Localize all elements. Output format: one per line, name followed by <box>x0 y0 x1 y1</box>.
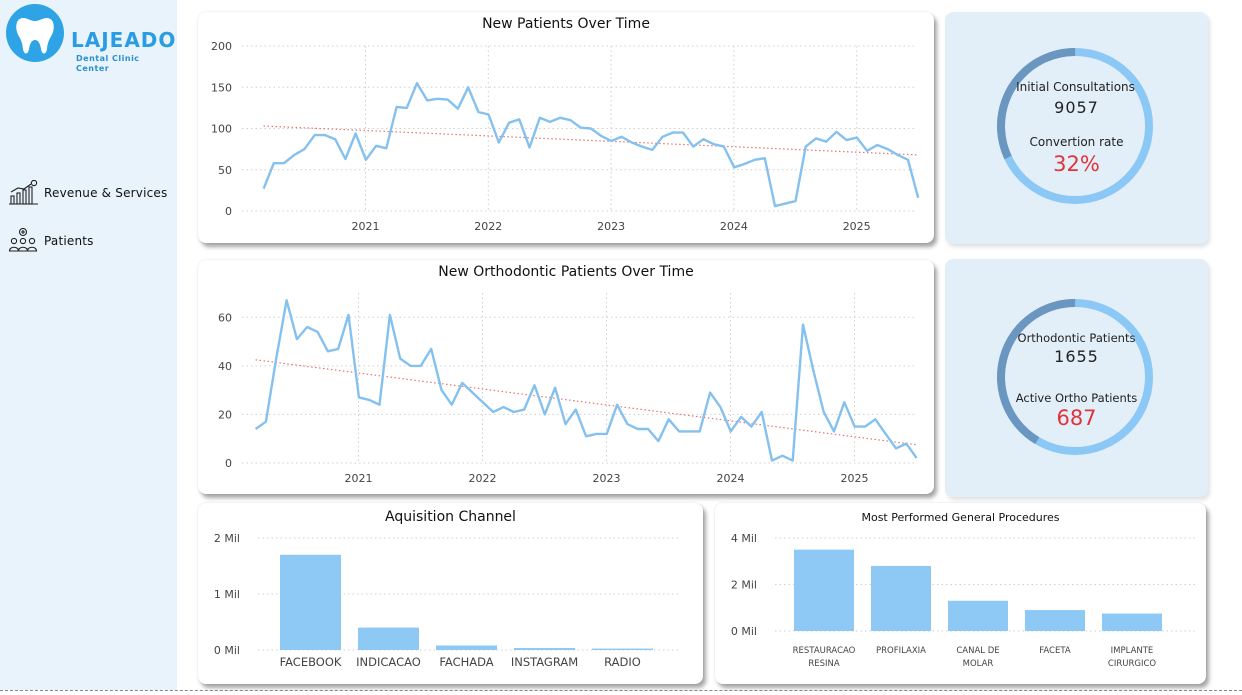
x-category-label: INDICACAO <box>356 655 421 669</box>
series-line <box>254 299 918 462</box>
conversion-donut-ring <box>997 48 1153 204</box>
trend-line <box>255 359 917 446</box>
brand-name: LAJEADO <box>71 28 177 52</box>
ortho-patients-label: Orthodontic Patients <box>1017 331 1136 345</box>
brand-logo[interactable]: LAJEADO Dental Clinic Center <box>6 4 177 73</box>
new-ortho-patients-line-chart: 0 20 40 60 2021 2022 2023 2024 2025 <box>218 293 918 485</box>
x-category-label: RADIO <box>604 655 641 669</box>
x-category-label: RESTAURACAO <box>793 646 856 656</box>
y-tick-label: 1 Mil <box>214 588 240 601</box>
revenue-chart-icon <box>9 180 38 205</box>
x-tick-label: 2021 <box>352 220 380 233</box>
x-tick-label: 2023 <box>593 472 621 485</box>
x-category-label: INSTAGRAM <box>511 655 578 669</box>
procedures-bar-chart: 0 Mil 2 Mil 4 Mil RESTAURACAO RESINA PROFILAX… <box>731 532 1195 669</box>
x-tick-label: 2024 <box>720 220 748 233</box>
chart-title: Aquisition Channel <box>385 509 516 525</box>
initial-consultations-label: Initial Consultations <box>1016 80 1135 94</box>
y-tick-label: 100 <box>211 123 232 136</box>
x-category-label: FACEBOOK <box>280 655 342 669</box>
chart-title: New Patients Over Time <box>482 16 650 32</box>
bar <box>358 627 419 650</box>
acquisition-channel-chart-card: Aquisition Channel 0 Mil 1 Mil 2 Mil FACEBO… <box>198 503 703 684</box>
y-tick-label: 40 <box>218 360 232 373</box>
new-patients-line-chart: 0 50 100 150 200 2021 2022 2023 2024 2025 <box>211 40 920 233</box>
x-category-label: PROFILAXIA <box>876 646 926 656</box>
x-tick-label: 2025 <box>843 220 871 233</box>
trend-line <box>263 125 919 156</box>
x-tick-label: 2022 <box>469 472 497 485</box>
x-category-label: FACHADA <box>439 655 493 669</box>
x-category-label: RESINA <box>808 659 840 669</box>
y-tick-label: 50 <box>218 164 232 177</box>
y-tick-label: 0 <box>225 205 232 218</box>
page-divider <box>0 690 1242 691</box>
x-category-label: CANAL DE <box>956 646 999 656</box>
ortho-donut-ring <box>997 299 1153 455</box>
x-tick-label: 2022 <box>474 220 502 233</box>
x-category-label: IMPLANTE <box>1111 646 1154 656</box>
y-tick-label: 200 <box>211 40 232 53</box>
chart-title: Most Performed General Procedures <box>861 511 1060 524</box>
bar <box>871 565 931 631</box>
tooth-logo-icon <box>6 4 64 62</box>
y-tick-label: 20 <box>218 408 232 421</box>
series-line <box>262 81 920 208</box>
consultations-kpi-card: Initial Consultations 9057 Convertion ra… <box>945 12 1208 244</box>
procedures-chart-card: Most Performed General Procedures 0 Mil 2… <box>715 503 1206 684</box>
nav-item-patients[interactable]: Patients <box>8 228 94 254</box>
bar <box>280 554 341 650</box>
new-patients-chart-card: New Patients Over Time 0 50 100 150 200 2021 2… <box>198 12 934 243</box>
acquisition-channel-bar-chart: 0 Mil 1 Mil 2 Mil FACEBOOK INDICACAO FACHADA I… <box>214 532 678 669</box>
x-category-label: MOLAR <box>963 659 994 669</box>
x-tick-label: 2023 <box>597 220 625 233</box>
active-ortho-label: Active Ortho Patients <box>1015 391 1138 405</box>
bar <box>948 600 1008 631</box>
y-tick-label: 2 Mil <box>214 532 240 545</box>
conversion-rate-value: 32% <box>1053 152 1100 176</box>
bar <box>514 648 575 650</box>
bar <box>794 549 854 631</box>
patients-group-icon <box>8 228 38 252</box>
nav-item-revenue-services[interactable]: Revenue & Services <box>8 180 167 206</box>
conversion-rate-label: Convertion rate <box>1029 135 1124 149</box>
nav-label-patients: Patients <box>44 234 94 248</box>
x-category-label: CIRURGICO <box>1108 659 1157 669</box>
sidebar: LAJEADO Dental Clinic Center Revenue & S… <box>0 0 177 690</box>
x-tick-label: 2025 <box>841 472 869 485</box>
chart-title: New Orthodontic Patients Over Time <box>438 264 694 280</box>
brand-subtitle: Dental Clinic Center <box>76 54 140 73</box>
y-tick-label: 150 <box>211 81 232 94</box>
y-tick-label: 0 Mil <box>731 625 757 638</box>
x-category-label: FACETA <box>1039 646 1071 656</box>
ortho-kpi-card: Orthodontic Patients 1655 Active Ortho P… <box>945 259 1208 497</box>
y-tick-label: 2 Mil <box>731 579 757 592</box>
new-ortho-patients-chart-card: New Orthodontic Patients Over Time 0 20 40… <box>198 260 934 494</box>
nav-label-revenue-services: Revenue & Services <box>44 186 168 200</box>
initial-consultations-value: 9057 <box>1054 98 1099 117</box>
bar <box>1102 613 1162 631</box>
bar <box>592 648 653 650</box>
x-tick-label: 2024 <box>717 472 745 485</box>
y-tick-label: 0 Mil <box>214 644 240 657</box>
ring-progress <box>997 48 1153 204</box>
bar <box>1025 610 1085 631</box>
y-tick-label: 0 <box>225 457 232 470</box>
ortho-patients-value: 1655 <box>1054 347 1099 366</box>
active-ortho-value: 687 <box>1056 406 1097 430</box>
y-tick-label: 60 <box>218 311 232 324</box>
y-tick-label: 4 Mil <box>731 532 757 545</box>
x-tick-label: 2021 <box>345 472 373 485</box>
bar <box>436 645 497 650</box>
